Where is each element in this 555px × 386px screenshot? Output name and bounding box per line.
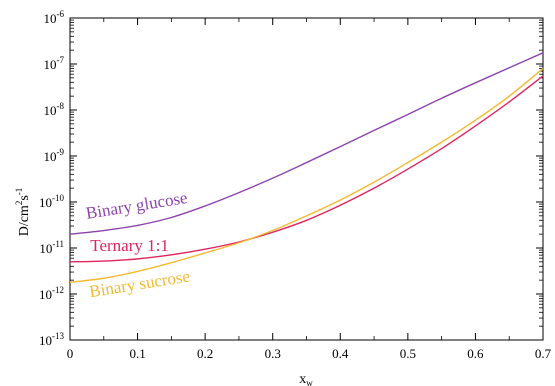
x-tick-label: 0.1 <box>129 346 145 361</box>
x-axis-label: xw <box>299 372 313 386</box>
x-tick-label: 0.4 <box>332 346 349 361</box>
y-tick-label: 10-13 <box>39 331 64 348</box>
x-tick-label: 0.5 <box>400 346 416 361</box>
x-axis: 0 0.1 0.2 0.3 0.4 0.5 0.6 0.7 <box>67 18 552 361</box>
series-group <box>69 52 544 283</box>
x-tick-label: 0.7 <box>535 346 552 361</box>
series-line-ternary-1-1 <box>69 75 544 263</box>
curve-label-binary-sucrose: Binary sucrose <box>88 267 191 302</box>
y-tick-label: 10-9 <box>44 147 65 164</box>
y-tick-label: 10-7 <box>44 55 65 72</box>
x-tick-label: 0 <box>67 346 74 361</box>
y-tick-label: 10-8 <box>44 101 65 118</box>
x-tick-label: 0.6 <box>467 346 484 361</box>
series-line-binary-glucose <box>69 52 544 235</box>
x-tick-label: 0.3 <box>265 346 281 361</box>
x-tick-label: 0.2 <box>197 346 213 361</box>
y-tick-label: 10-6 <box>44 9 65 26</box>
y-tick-label: 10-11 <box>39 239 64 256</box>
y-axis-label: D/cm2s-1 <box>14 188 32 237</box>
curve-label-ternary-1-1: Ternary 1:1 <box>90 236 169 255</box>
series-line-binary-sucrose <box>69 67 544 283</box>
y-axis: 10-6 10-7 10-8 10-9 10-10 10-11 10-12 10-13 <box>39 9 543 348</box>
y-tick-label: 10-10 <box>39 193 64 210</box>
y-tick-label: 10-12 <box>39 285 64 302</box>
